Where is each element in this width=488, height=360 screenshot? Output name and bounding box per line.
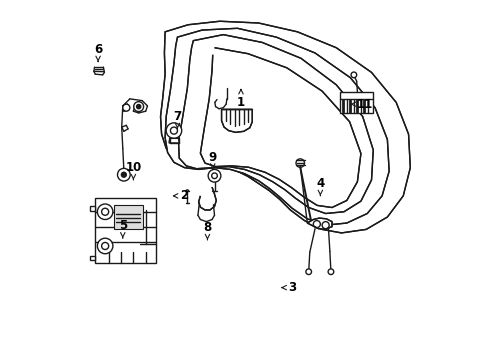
Circle shape (117, 168, 130, 181)
Polygon shape (200, 48, 360, 207)
Text: 8: 8 (203, 221, 211, 240)
Circle shape (136, 104, 141, 109)
Polygon shape (178, 35, 372, 213)
Polygon shape (306, 218, 331, 229)
Text: 2: 2 (173, 189, 188, 202)
Polygon shape (169, 138, 179, 143)
FancyBboxPatch shape (114, 205, 142, 229)
Circle shape (327, 269, 333, 275)
Circle shape (121, 172, 126, 177)
Text: 10: 10 (125, 161, 141, 180)
Text: 5: 5 (119, 219, 127, 238)
Circle shape (208, 170, 221, 182)
Polygon shape (90, 207, 94, 211)
Text: 3: 3 (282, 281, 296, 294)
Text: 9: 9 (208, 150, 217, 169)
Circle shape (166, 123, 182, 138)
Circle shape (350, 72, 356, 78)
FancyBboxPatch shape (339, 92, 372, 113)
FancyBboxPatch shape (94, 198, 156, 263)
Text: 7: 7 (173, 110, 181, 129)
Circle shape (97, 238, 113, 254)
Polygon shape (165, 28, 388, 225)
Circle shape (133, 102, 143, 112)
Text: 6: 6 (94, 43, 102, 62)
Polygon shape (90, 256, 94, 260)
Text: 11: 11 (350, 98, 372, 111)
Circle shape (97, 204, 113, 220)
Text: 1: 1 (236, 90, 244, 109)
Polygon shape (160, 21, 409, 233)
Circle shape (295, 159, 304, 167)
Circle shape (305, 269, 311, 275)
Polygon shape (198, 187, 216, 210)
Circle shape (122, 104, 130, 111)
Polygon shape (221, 109, 252, 132)
Text: 4: 4 (316, 177, 324, 195)
